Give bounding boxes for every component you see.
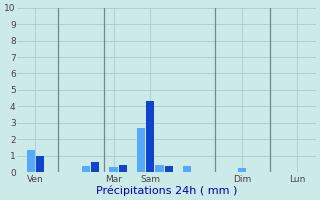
- Bar: [238, 168, 246, 172]
- Bar: [119, 165, 127, 172]
- Bar: [109, 167, 118, 172]
- Bar: [164, 166, 173, 172]
- Bar: [146, 101, 155, 172]
- Bar: [183, 166, 191, 172]
- X-axis label: Précipitations 24h ( mm ): Précipitations 24h ( mm ): [96, 185, 237, 196]
- Bar: [82, 166, 90, 172]
- Bar: [36, 156, 44, 172]
- Bar: [27, 150, 35, 172]
- Bar: [91, 162, 99, 172]
- Bar: [156, 165, 164, 172]
- Bar: [137, 128, 145, 172]
